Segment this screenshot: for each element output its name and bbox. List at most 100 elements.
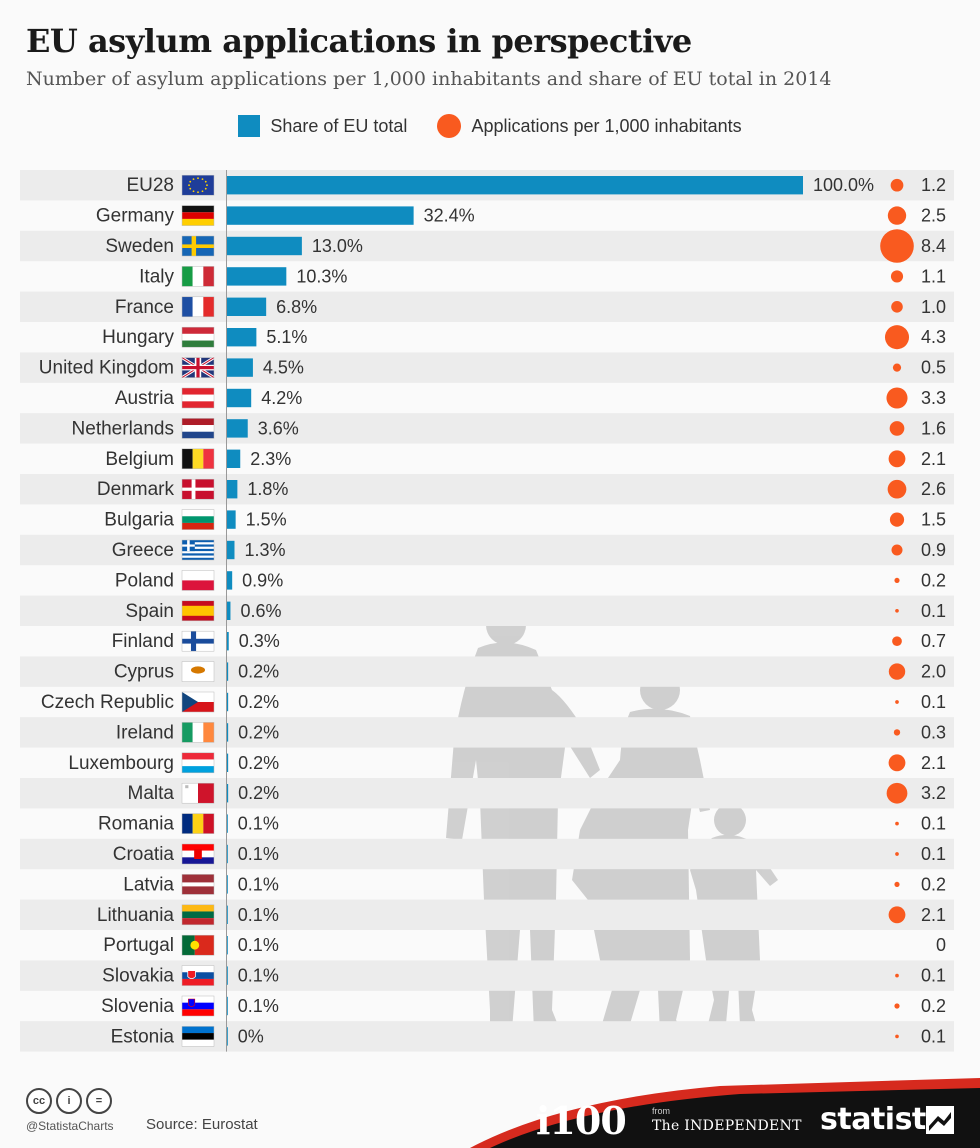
flag-icon [181,874,215,895]
chart-row: Sweden 13.0% 8.4 [20,229,954,263]
chart-row: Luxembourg 0.2% 2.1 [68,752,946,774]
applications-value-label: 2.0 [921,662,946,682]
chart-row: Latvia 0.1% 0.2 [123,874,946,895]
category-label: France [115,297,174,318]
statista-logo-icon[interactable] [926,1106,954,1134]
applications-dot [892,636,902,647]
share-bar [227,723,229,742]
chart-row: United Kingdom 4.5% 0.5 [20,352,954,383]
chart-row: Germany 32.4% 2.5 [96,205,946,227]
share-bar [227,388,252,408]
share-value-label: 13.0% [312,236,363,256]
share-bar [227,662,229,681]
share-bar [227,358,253,377]
share-bar [227,996,228,1016]
applications-value-label: 0.1 [921,814,946,834]
i100-logo[interactable]: i100 [536,1098,627,1143]
chart-row: Ireland 0.2% 0.3 [20,717,954,748]
category-label: Finland [112,631,174,652]
applications-dot [895,700,899,704]
chart-row: Cyprus 0.2% 2.0 [20,656,954,687]
share-bar [227,176,803,195]
applications-dot [895,821,899,826]
applications-dot [889,512,905,527]
chart-row: Slovakia 0.1% 0.1 [20,960,954,991]
applications-dot [895,608,899,613]
chart-row: Austria 4.2% 3.3 [115,387,946,409]
source-note: Source: Eurostat [146,1116,258,1133]
applications-value-label: 2.6 [921,479,946,499]
applications-value-label: 2.1 [921,905,946,925]
share-value-label: 32.4% [424,206,475,226]
applications-value-label: 1.6 [921,418,946,438]
share-bar [227,206,414,225]
category-label: Latvia [123,874,174,895]
chart-title: EU asylum applications in perspective [26,22,692,60]
flag-icon [181,995,215,1017]
flag-icon [181,752,215,774]
category-label: Cyprus [114,662,174,683]
cc-icon[interactable]: cc [26,1088,52,1114]
independent-logo[interactable]: The INDEPENDENT [652,1118,802,1134]
category-label: Austria [115,388,175,409]
share-bar [227,692,229,712]
chart-row: Netherlands 3.6% 1.6 [20,413,954,444]
legend-item-applications: Applications per 1,000 inhabitants [407,114,742,138]
share-value-label: 0.1% [238,814,279,834]
category-label: Lithuania [97,905,175,926]
applications-value-label: 1.2 [921,175,946,195]
share-value-label: 1.8% [247,479,288,499]
applications-value-label: 0.9 [921,540,946,560]
applications-dot [888,450,906,468]
applications-value-label: 3.3 [921,388,946,408]
share-value-label: 0.1% [238,966,279,986]
nd-icon[interactable]: = [86,1088,112,1114]
row-stripe [20,413,954,444]
by-icon[interactable]: i [56,1088,82,1114]
row-stripe [20,656,954,687]
chart-row: Greece 1.3% 0.9 [20,534,954,566]
share-value-label: 0% [238,1026,264,1046]
share-bar [227,875,228,894]
share-bar [227,601,231,620]
share-bar [227,844,228,864]
category-label: Estonia [111,1026,175,1047]
twitter-handle[interactable]: @StatistaCharts [26,1119,114,1133]
category-label: Bulgaria [104,510,174,531]
share-value-label: 0.2% [238,783,279,803]
share-bar [227,784,229,803]
chart-row: France 6.8% 1.0 [20,291,954,322]
flag-icon [181,570,215,591]
applications-value-label: 0.2 [921,996,946,1016]
chart-row: Denmark 1.8% 2.6 [20,474,954,505]
applications-dot [891,301,903,313]
statista-logo-text[interactable]: statista [820,1102,946,1137]
share-bar [227,814,228,833]
applications-dot [886,782,908,804]
applications-value-label: 2.1 [921,753,946,773]
share-value-label: 4.2% [261,388,302,408]
share-value-label: 2.3% [250,449,291,469]
share-bar [227,966,228,985]
share-value-label: 0.1% [238,935,279,955]
share-value-label: 100.0% [813,175,874,195]
applications-value-label: 3.2 [921,783,946,803]
applications-dot [895,1034,899,1039]
chart-row: Hungary 5.1% 4.3 [102,325,946,350]
share-bar [227,236,302,256]
applications-value-label: 0.1 [921,844,946,864]
applications-dot [886,387,908,409]
flag-icon [181,356,215,379]
row-stripe [20,230,954,262]
category-label: Denmark [97,479,175,500]
flag-icon [181,387,215,409]
footer: cc i = @StatistaCharts Source: Eurostat … [0,1072,980,1148]
category-label: Sweden [105,236,174,257]
category-label: Luxembourg [68,753,174,774]
chart-row: Slovenia 0.1% 0.2 [101,995,946,1017]
applications-dot [890,178,904,192]
share-bar [227,571,233,590]
share-bar [227,540,235,560]
category-label: Italy [139,266,174,287]
applications-value-label: 0 [936,935,946,955]
